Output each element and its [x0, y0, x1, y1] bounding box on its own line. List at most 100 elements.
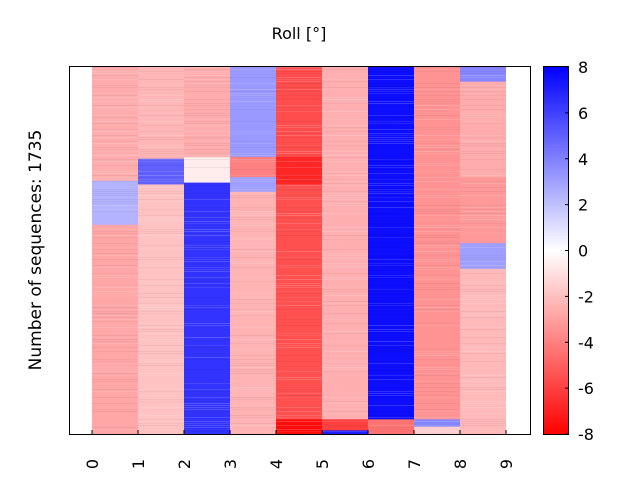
- row-stripe: [368, 323, 414, 324]
- row-stripe: [414, 215, 460, 216]
- row-stripe: [276, 429, 322, 430]
- x-tick-label: 3: [221, 459, 240, 469]
- row-stripe: [322, 295, 368, 296]
- row-stripe: [92, 291, 138, 292]
- row-stripe: [368, 425, 414, 426]
- x-tick-label: 2: [175, 459, 194, 469]
- row-stripe: [92, 137, 138, 138]
- row-stripe: [322, 199, 368, 200]
- row-stripe: [230, 229, 276, 230]
- row-stripe: [184, 143, 230, 144]
- row-stripe: [138, 257, 184, 258]
- row-stripe: [368, 311, 414, 312]
- row-stripe: [368, 393, 414, 394]
- row-stripe: [322, 159, 368, 160]
- row-stripe: [460, 337, 506, 338]
- row-stripe: [276, 335, 322, 336]
- row-stripe: [184, 153, 230, 154]
- row-stripe: [322, 409, 368, 410]
- row-stripe: [138, 297, 184, 298]
- row-stripe: [230, 391, 276, 392]
- row-stripe: [276, 137, 322, 138]
- row-stripe: [138, 391, 184, 392]
- row-stripe: [276, 325, 322, 326]
- row-stripe: [322, 253, 368, 254]
- row-stripe: [460, 89, 506, 90]
- row-stripe: [460, 409, 506, 410]
- row-stripe: [230, 83, 276, 84]
- row-stripe: [460, 289, 506, 290]
- row-stripe: [460, 209, 506, 210]
- row-stripe: [414, 409, 460, 410]
- row-stripe: [230, 223, 276, 224]
- row-stripe: [368, 267, 414, 268]
- row-stripe: [138, 95, 184, 96]
- row-stripe: [138, 121, 184, 122]
- row-stripe: [184, 103, 230, 104]
- row-stripe: [322, 255, 368, 256]
- row-stripe: [230, 133, 276, 134]
- row-stripe: [138, 173, 184, 174]
- row-stripe: [184, 125, 230, 126]
- row-stripe: [322, 431, 368, 432]
- row-stripe: [138, 145, 184, 146]
- row-stripe: [138, 373, 184, 374]
- row-stripe: [276, 125, 322, 126]
- row-stripe: [92, 311, 138, 312]
- row-stripe: [322, 263, 368, 264]
- row-stripe: [184, 335, 230, 336]
- row-stripe: [138, 249, 184, 250]
- row-stripe: [368, 363, 414, 364]
- row-stripe: [414, 143, 460, 144]
- row-stripe: [322, 203, 368, 204]
- row-stripe: [276, 91, 322, 92]
- row-stripe: [184, 417, 230, 418]
- row-stripe: [276, 151, 322, 152]
- row-stripe: [460, 425, 506, 426]
- row-stripe: [414, 99, 460, 100]
- row-stripe: [276, 409, 322, 410]
- row-stripe: [414, 243, 460, 244]
- row-stripe: [368, 351, 414, 352]
- row-stripe: [368, 205, 414, 206]
- heatmap-cell-col4: [276, 67, 322, 158]
- row-stripe: [92, 317, 138, 318]
- row-stripe: [92, 143, 138, 144]
- row-stripe: [138, 131, 184, 132]
- row-stripe: [414, 417, 460, 418]
- row-stripe: [460, 181, 506, 182]
- row-stripe: [138, 355, 184, 356]
- row-stripe: [138, 179, 184, 180]
- colorbar-tick-label: -6: [578, 379, 594, 398]
- row-stripe: [322, 181, 368, 182]
- row-stripe: [230, 309, 276, 310]
- row-stripe: [230, 299, 276, 300]
- row-stripe: [414, 101, 460, 102]
- row-stripe: [184, 159, 230, 160]
- row-stripe: [184, 195, 230, 196]
- row-stripe: [414, 275, 460, 276]
- row-stripe: [276, 175, 322, 176]
- row-stripe: [184, 263, 230, 264]
- row-stripe: [138, 215, 184, 216]
- row-stripe: [322, 79, 368, 80]
- row-stripe: [322, 99, 368, 100]
- x-axis-ticks: 0 1 2 3 4 5 6 7 8 9: [83, 430, 516, 469]
- row-stripe: [368, 397, 414, 398]
- row-stripe: [414, 325, 460, 326]
- row-stripe: [368, 305, 414, 306]
- row-stripe: [460, 353, 506, 354]
- row-stripe: [276, 189, 322, 190]
- row-stripe: [460, 113, 506, 114]
- colorbar-tick-label: -8: [578, 425, 594, 444]
- row-stripe: [368, 219, 414, 220]
- row-stripe: [276, 147, 322, 148]
- row-stripe: [230, 397, 276, 398]
- row-stripe: [460, 423, 506, 424]
- row-stripe: [184, 85, 230, 86]
- row-stripe: [138, 125, 184, 126]
- row-stripe: [460, 195, 506, 196]
- row-stripe: [276, 275, 322, 276]
- row-stripe: [230, 247, 276, 248]
- row-stripe: [92, 129, 138, 130]
